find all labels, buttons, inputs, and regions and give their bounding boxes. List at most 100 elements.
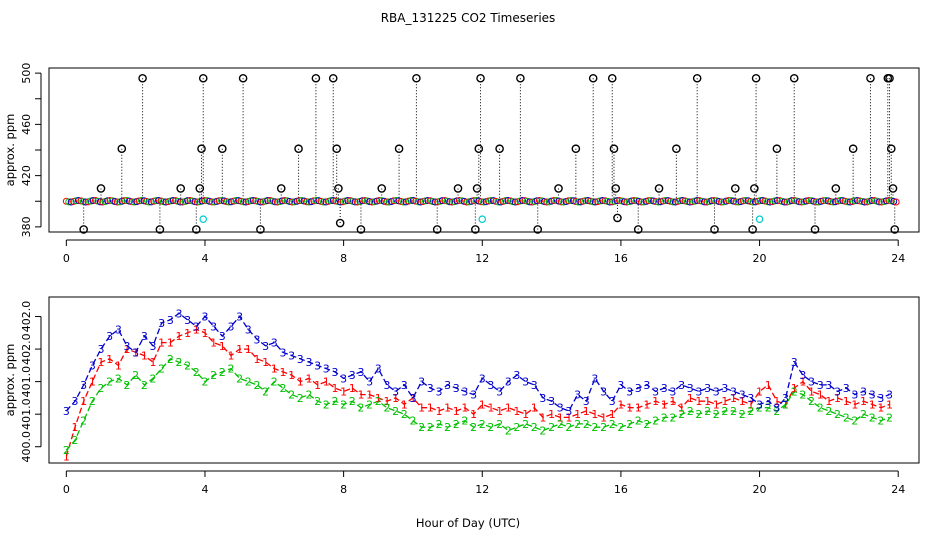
series-marker-1: 1: [825, 395, 832, 408]
baseline-point: [295, 197, 303, 205]
baseline-point: [509, 198, 517, 206]
panel-top-marks: [62, 73, 900, 234]
series-marker-3: 3: [505, 376, 512, 389]
baseline-point: [487, 196, 495, 204]
baseline-point: [337, 198, 345, 206]
series-marker-1: 1: [635, 402, 642, 415]
series-marker-1: 1: [366, 389, 373, 402]
series-marker-2: 2: [860, 408, 867, 421]
baseline-point: [79, 198, 87, 206]
y-tick-label: 400.0: [20, 431, 33, 463]
x-tick-label: 0: [63, 252, 70, 265]
series-marker-3: 3: [401, 379, 408, 392]
baseline-point: [191, 198, 199, 206]
baseline-point: [853, 196, 861, 204]
baseline-point: [89, 197, 97, 205]
baseline-point: [494, 198, 502, 206]
series-marker-2: 2: [305, 389, 312, 402]
series-marker-2: 2: [444, 421, 451, 434]
series-marker-2: 2: [63, 444, 70, 457]
baseline-point: [414, 198, 422, 206]
series-marker-3: 3: [487, 379, 494, 392]
series-marker-2: 2: [357, 402, 364, 415]
outlier-point: [453, 184, 463, 193]
baseline-point: [463, 198, 471, 206]
series-marker-1: 1: [167, 337, 174, 350]
baseline-point: [312, 196, 320, 204]
series-marker-3: 3: [297, 353, 304, 366]
baseline-point: [176, 198, 184, 206]
series-marker-3: 3: [219, 330, 226, 343]
series-marker-3: 3: [253, 333, 260, 346]
series-marker-1: 1: [687, 392, 694, 405]
series-marker-1: 1: [496, 405, 503, 418]
series-marker-2: 2: [97, 382, 104, 395]
series-marker-1: 1: [461, 402, 468, 415]
x-tick-label: 8: [340, 483, 347, 496]
y-tick-label: 402.0: [20, 333, 33, 365]
panel-bottom-ylabel: approx. ppm: [3, 344, 17, 417]
baseline-point: [74, 196, 82, 204]
outlier-point: [613, 213, 622, 223]
baseline-point: [518, 196, 526, 204]
series-marker-2: 2: [678, 408, 685, 421]
baseline-point: [327, 197, 335, 205]
baseline-point: [135, 197, 143, 205]
baseline-point: [676, 197, 684, 205]
series-marker-3: 3: [765, 395, 772, 408]
baseline-point: [628, 197, 636, 205]
x-tick-label: 20: [753, 252, 767, 265]
baseline-point: [710, 196, 718, 204]
baseline-point: [162, 198, 170, 206]
outlier-point: [810, 225, 820, 234]
baseline-point: [543, 198, 551, 206]
series-marker-3: 3: [383, 379, 390, 392]
series-marker-3: 3: [106, 330, 113, 343]
series-marker-3: 3: [409, 392, 416, 405]
series-marker-1: 1: [201, 327, 208, 340]
x-tick-label: 12: [475, 252, 489, 265]
baseline-point: [232, 197, 240, 205]
baseline-point: [249, 196, 257, 204]
series-marker-2: 2: [687, 405, 694, 418]
series-marker-2: 2: [262, 385, 269, 398]
baseline-point: [407, 197, 415, 205]
series-marker-1: 1: [652, 395, 659, 408]
series-marker-2: 2: [765, 402, 772, 415]
series-marker-2: 2: [210, 369, 217, 382]
outlier-point: [197, 144, 206, 154]
series-marker-1: 1: [799, 376, 806, 389]
series-marker-3: 3: [158, 317, 165, 330]
baseline-point: [167, 197, 175, 205]
outlier-point: [533, 225, 543, 234]
series-marker-1: 1: [773, 395, 780, 408]
panel-bottom-x-axis: 0 4 8 12 16 20 24: [63, 470, 905, 496]
outlier-point: [730, 184, 740, 193]
outlier-point: [633, 225, 643, 234]
series-marker-1: 1: [643, 398, 650, 411]
series-marker-1: 1: [617, 398, 624, 411]
series-marker-3: 3: [175, 307, 182, 320]
outlier-point: [476, 73, 485, 83]
series-marker-1: 1: [574, 408, 581, 421]
series-marker-1: 1: [227, 350, 234, 363]
series-marker-3: 3: [756, 398, 763, 411]
baseline-point: [819, 197, 827, 205]
baseline-point: [368, 198, 376, 206]
series-marker-2: 2: [834, 408, 841, 421]
series-marker-3: 3: [427, 382, 434, 395]
series-marker-2: 2: [739, 408, 746, 421]
series-marker-2: 2: [574, 418, 581, 431]
baseline-point: [599, 196, 607, 204]
baseline-point: [805, 196, 813, 204]
series-marker-1: 1: [765, 379, 772, 392]
baseline-point: [65, 198, 73, 206]
baseline-point: [222, 198, 230, 206]
series-marker-1: 1: [141, 350, 148, 363]
series-marker-1: 1: [245, 343, 252, 356]
series-marker-2: 2: [435, 418, 442, 431]
series-marker-3: 3: [539, 392, 546, 405]
outlier-point: [474, 144, 484, 154]
baseline-point: [596, 197, 604, 205]
series-marker-3: 3: [89, 359, 96, 372]
